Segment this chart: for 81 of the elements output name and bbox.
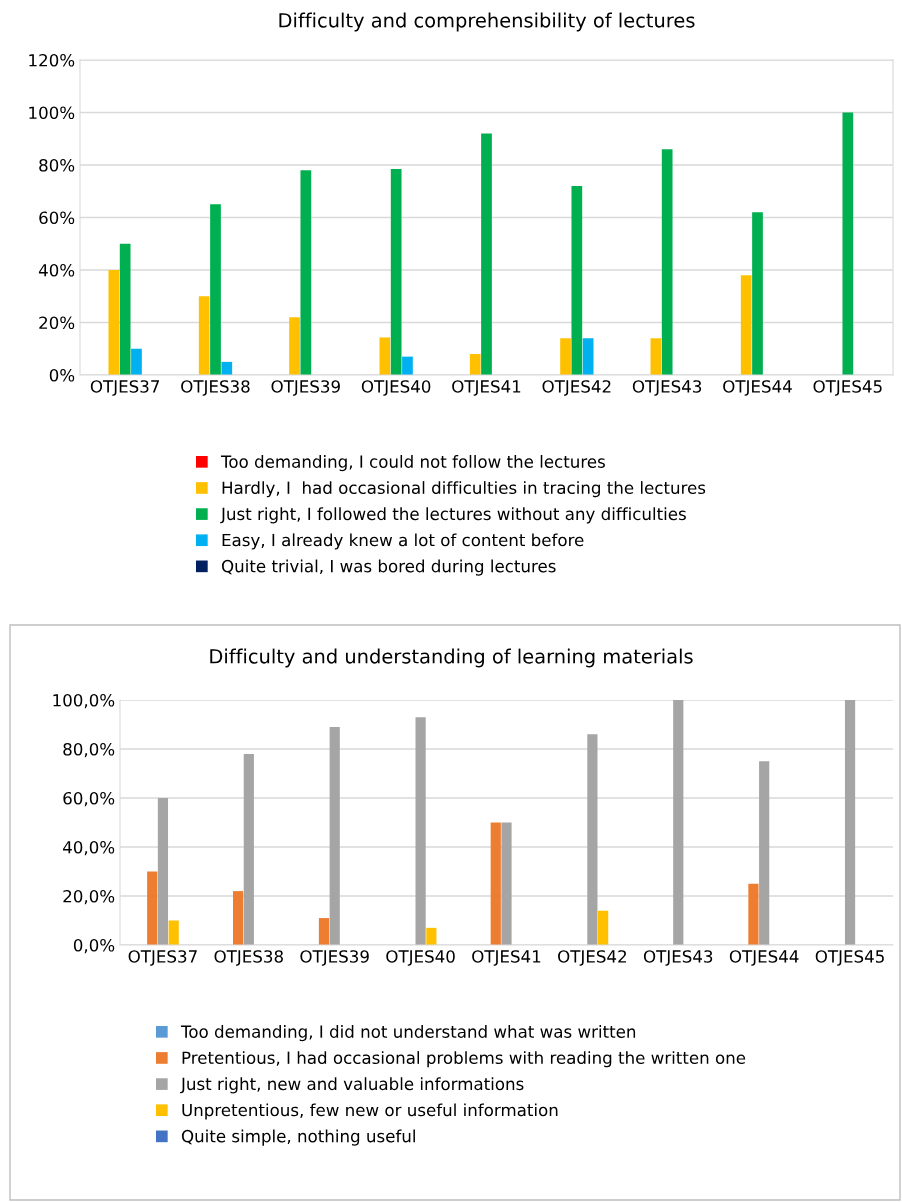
x-tick-label: OTJES40 [386,950,455,966]
bar [233,891,244,945]
x-tick-label: OTJES44 [729,950,799,966]
chart-title: Difficulty and understanding of learning materials [210,648,693,668]
legend-label: Unpretentious, few new or useful information [182,1103,558,1120]
y-tick-label: 20,0% [63,889,115,905]
y-tick-label: 120% [29,53,75,67]
bar [168,920,179,945]
bar [300,170,312,375]
bar [661,149,673,375]
x-tick-label: OTJES37 [128,950,197,966]
x-tick-label: OTJES39 [300,950,369,966]
bar [469,354,481,375]
bar [587,734,598,945]
bar [198,296,210,375]
x-tick-label: OTJES38 [214,950,283,966]
x-tick-label: OTJES44 [723,380,792,396]
bar [844,700,856,945]
y-tick-label: 80,0% [63,742,115,758]
bar [752,212,763,375]
x-tick-label: OTJES43 [632,380,702,396]
bar [650,338,662,375]
bar [582,338,594,375]
bar [426,927,437,945]
y-tick-label: 60,0% [63,791,115,807]
y-tick-label: 60% [39,211,75,225]
x-tick-label: OTJES41 [472,950,541,966]
x-tick-label: OTJES37 [90,380,160,396]
bar [379,337,391,375]
bar [289,317,300,375]
legend-label: Just right, new and valuable informations [180,1077,524,1094]
bar [147,871,158,945]
bar [210,204,221,375]
bar [131,348,142,375]
legend-label: Too demanding, I did not understand what was written [180,1025,636,1042]
bar [221,361,233,375]
legend-label: Pretentious, I had occasional problems with reading the written one [182,1051,746,1068]
y-tick-label: 100,0% [53,693,115,709]
bar [243,753,254,945]
chart-title: Difficulty and comprehensibility of lectures [279,12,695,32]
bar [157,798,169,945]
bar [673,700,684,945]
bar [318,918,330,945]
x-tick-label: OTJES43 [643,950,713,966]
y-tick-label: 20% [39,316,75,330]
x-tick-label: OTJES45 [813,380,882,396]
bar [108,270,120,375]
x-tick-label: OTJES42 [542,380,611,396]
y-tick-label: 80% [39,158,75,172]
legend-label: Quite simple, nothing useful [181,1129,415,1146]
legend-label: Just right, I followed the lectures without any difficulties [220,507,686,524]
legend-label: Hardly, I had occasional difficulties in tracing the lectures [222,481,706,498]
y-tick-label: 0,0% [73,938,115,954]
bar [759,761,770,945]
y-tick-label: 0% [49,368,75,382]
bar [501,822,512,945]
y-tick-label: 40% [38,263,75,277]
bar [842,112,854,375]
bar [740,275,752,375]
bar [748,883,759,945]
bar [402,356,413,375]
bar [390,168,402,375]
y-tick-label: 100% [29,106,75,120]
x-tick-label: OTJES42 [558,950,626,966]
bar [415,717,426,945]
bar [119,243,131,375]
bar [329,726,340,945]
bar [481,133,492,375]
bar [560,338,571,375]
bar [571,186,583,375]
bar [490,822,501,945]
legend-label: Easy, I already knew a lot of content before [222,533,584,550]
x-tick-label: OTJES39 [271,380,340,396]
y-tick-label: 40,0% [63,840,115,856]
legend-label: Quite trivial, I was bored during lectures [221,559,556,576]
x-tick-label: OTJES41 [452,380,521,396]
bar [598,910,609,945]
x-tick-label: OTJES45 [815,950,884,966]
legend-label: Too demanding, I could not follow the lectures [220,455,605,472]
x-tick-label: OTJES38 [181,380,250,396]
x-tick-label: OTJES40 [361,380,431,396]
